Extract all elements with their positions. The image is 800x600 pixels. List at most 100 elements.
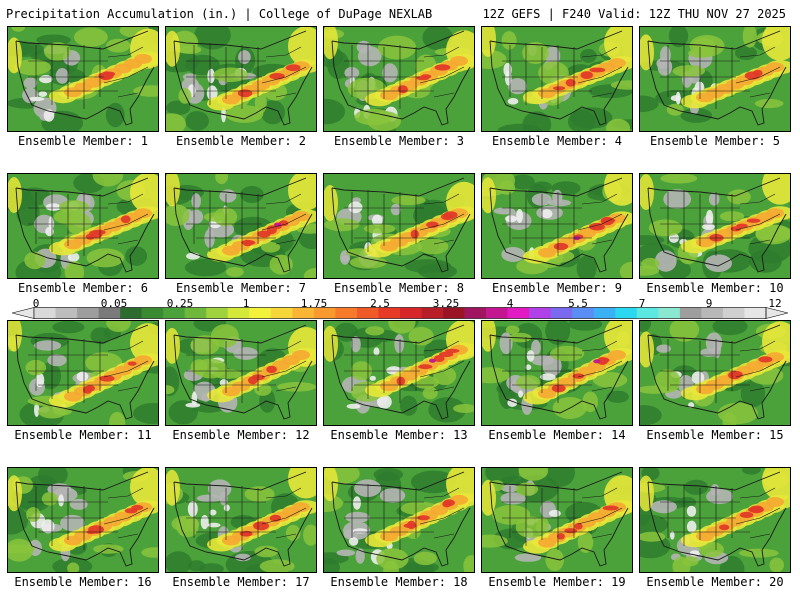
precipitation-map[interactable] — [323, 320, 475, 426]
precipitation-map-graphic — [8, 27, 158, 131]
ensemble-panel[interactable]: Ensemble Member: 5 — [639, 26, 791, 148]
precipitation-map[interactable] — [639, 173, 791, 279]
precipitation-map[interactable] — [7, 173, 159, 279]
precipitation-colorbar: 0 0.05 0.25 1 1.75 2.5 3.25 4 5.5 7 9 12 — [12, 297, 788, 319]
colorbar-ticks: 0 0.05 0.25 1 1.75 2.5 3.25 4 5.5 7 9 12 — [12, 297, 788, 310]
precipitation-map[interactable] — [165, 320, 317, 426]
colorbar-segment — [636, 307, 659, 319]
colorbar-tick-label: 12 — [768, 297, 782, 310]
ensemble-panel[interactable]: Ensemble Member: 10 — [639, 173, 791, 295]
ensemble-member-label: Ensemble Member: 5 — [649, 134, 781, 148]
precipitation-map-graphic — [324, 27, 474, 131]
colorbar-segment — [572, 307, 595, 319]
run-info: 12Z GEFS | F240 Valid: 12Z THU NOV 27 20… — [482, 7, 786, 21]
precipitation-map[interactable] — [165, 467, 317, 573]
ensemble-panel[interactable]: Ensemble Member: 17 — [165, 467, 317, 589]
ensemble-panel[interactable]: Ensemble Member: 7 — [165, 173, 317, 295]
precipitation-map[interactable] — [323, 26, 475, 132]
colorbar-segment — [593, 307, 616, 319]
ensemble-member-label: Ensemble Member: 8 — [333, 281, 465, 295]
colorbar-segment — [400, 307, 422, 319]
ensemble-panel[interactable]: Ensemble Member: 18 — [323, 467, 475, 589]
ensemble-panel[interactable]: Ensemble Member: 3 — [323, 26, 475, 148]
ensemble-member-label: Ensemble Member: 10 — [646, 281, 784, 295]
colorbar-tick-label: 7 — [638, 297, 646, 310]
ensemble-member-label: Ensemble Member: 1 — [17, 134, 149, 148]
ensemble-panel[interactable]: Ensemble Member: 13 — [323, 320, 475, 442]
colorbar-segment — [292, 307, 315, 319]
ensemble-panel[interactable]: Ensemble Member: 14 — [481, 320, 633, 442]
ensemble-panel[interactable]: Ensemble Member: 11 — [7, 320, 159, 442]
precipitation-map[interactable] — [639, 467, 791, 573]
ensemble-panel[interactable]: Ensemble Member: 20 — [639, 467, 791, 589]
precipitation-map[interactable] — [165, 26, 317, 132]
ensemble-panel[interactable]: Ensemble Member: 15 — [639, 320, 791, 442]
precipitation-map[interactable] — [481, 467, 633, 573]
ensemble-panel[interactable]: Ensemble Member: 8 — [323, 173, 475, 295]
precipitation-map-graphic — [8, 174, 158, 278]
precipitation-map[interactable] — [323, 467, 475, 573]
precipitation-map[interactable] — [323, 173, 475, 279]
ensemble-member-label: Ensemble Member: 13 — [330, 428, 468, 442]
colorbar-segment — [141, 307, 164, 319]
colorbar-tick-label: 3.25 — [432, 297, 460, 310]
colorbar-segment — [378, 307, 401, 319]
colorbar-segment — [464, 307, 487, 319]
precipitation-map[interactable] — [481, 26, 633, 132]
precipitation-map[interactable] — [7, 320, 159, 426]
colorbar-segment — [120, 307, 142, 319]
colorbar-segment — [722, 307, 745, 319]
ensemble-panel[interactable]: Ensemble Member: 16 — [7, 467, 159, 589]
ensemble-panel[interactable]: Ensemble Member: 9 — [481, 173, 633, 295]
ensemble-member-label: Ensemble Member: 12 — [172, 428, 310, 442]
ensemble-member-label: Ensemble Member: 11 — [14, 428, 152, 442]
colorbar-segment — [249, 307, 272, 319]
colorbar-tick-label: 1.75 — [300, 297, 328, 310]
precipitation-map[interactable] — [165, 173, 317, 279]
precipitation-map[interactable] — [7, 26, 159, 132]
precipitation-map-graphic — [166, 321, 316, 425]
precipitation-map-graphic — [324, 468, 474, 572]
ensemble-panel[interactable]: Ensemble Member: 4 — [481, 26, 633, 148]
precipitation-map-graphic — [482, 27, 632, 131]
ensemble-panel[interactable]: Ensemble Member: 19 — [481, 467, 633, 589]
precipitation-map[interactable] — [481, 173, 633, 279]
colorbar-tick-label: 2.5 — [370, 297, 390, 310]
precipitation-map-graphic — [166, 27, 316, 131]
precipitation-map-graphic — [166, 174, 316, 278]
precipitation-map-graphic — [8, 468, 158, 572]
precipitation-map[interactable] — [7, 467, 159, 573]
precipitation-map-graphic — [640, 321, 790, 425]
colorbar-segment — [313, 307, 336, 319]
ensemble-member-label: Ensemble Member: 17 — [172, 575, 310, 589]
colorbar-segment — [615, 307, 638, 319]
precipitation-map[interactable] — [481, 320, 633, 426]
precipitation-map-graphic — [640, 174, 790, 278]
colorbar-segment — [658, 307, 681, 319]
colorbar-segment — [550, 307, 573, 319]
colorbar-left-arrow — [12, 307, 35, 319]
precipitation-map-graphic — [324, 174, 474, 278]
ensemble-panel[interactable]: Ensemble Member: 1 — [7, 26, 159, 148]
ensemble-panel[interactable]: Ensemble Member: 6 — [7, 173, 159, 295]
colorbar-tick-label: 0.25 — [166, 297, 194, 310]
colorbar-segment — [77, 307, 99, 319]
colorbar-segment — [421, 307, 444, 319]
colorbar-tick-label: 0.05 — [100, 297, 128, 310]
ensemble-panel[interactable]: Ensemble Member: 2 — [165, 26, 317, 148]
ensemble-member-label: Ensemble Member: 18 — [330, 575, 468, 589]
colorbar-segment — [270, 307, 293, 319]
colorbar-segment — [55, 307, 78, 319]
colorbar-segment — [184, 307, 207, 319]
colorbar-tick-label: 9 — [705, 297, 713, 310]
ensemble-member-label: Ensemble Member: 2 — [175, 134, 307, 148]
precipitation-map[interactable] — [639, 26, 791, 132]
precipitation-map[interactable] — [639, 320, 791, 426]
colorbar-tick-label: 0 — [32, 297, 40, 310]
ensemble-member-label: Ensemble Member: 16 — [14, 575, 152, 589]
header: Precipitation Accumulation (in.) | Colle… — [0, 0, 800, 26]
colorbar-segment — [163, 307, 186, 319]
ensemble-panel[interactable]: Ensemble Member: 12 — [165, 320, 317, 442]
colorbar-segment — [529, 307, 552, 319]
ensemble-member-label: Ensemble Member: 4 — [491, 134, 623, 148]
